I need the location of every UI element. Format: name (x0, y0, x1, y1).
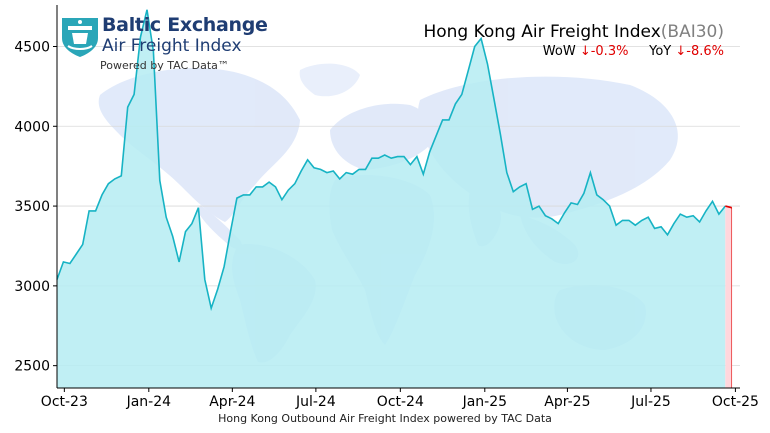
x-tick-label: Jan-24 (126, 394, 172, 410)
x-tick-label: Oct-23 (41, 394, 88, 410)
x-tick-label: Jul-25 (630, 394, 671, 410)
latest-line (725, 205, 732, 209)
map-europe (330, 103, 434, 170)
x-tick-label: Oct-25 (712, 394, 759, 410)
yoy-value: ↓-8.6% (675, 44, 724, 59)
x-axis-ticks: Oct-23 Jan-24 Apr-24 Jul-24 Oct-24 Jan-25 Apr-… (41, 388, 759, 410)
x-tick-label: Oct-24 (377, 394, 424, 410)
brand-logo: Baltic Exchange Air Freight Index Powere… (60, 14, 268, 76)
y-tick-label: 4500 (14, 39, 50, 55)
y-tick-label: 4000 (14, 119, 50, 135)
area-fill-path (57, 9, 726, 389)
change-stats: WoW ↓-0.3% YoY ↓-8.6% (543, 44, 724, 59)
series-line (56, 9, 726, 312)
x-tick-label: Apr-25 (544, 394, 590, 410)
latest-fill (725, 206, 732, 388)
series-line-path (56, 9, 726, 312)
map-greenland (299, 63, 360, 97)
x-tick-label: Jul-24 (295, 394, 336, 410)
brand-powered-by: Powered by TAC Data™ (100, 59, 229, 72)
baltic-exchange-shield-logo (62, 18, 98, 57)
index-code: (BAI30) (660, 22, 724, 42)
brand-name: Baltic Exchange (102, 14, 268, 36)
brand-subtitle: Air Freight Index (102, 36, 242, 56)
chart-title-text: Hong Kong Air Freight Index (423, 22, 661, 42)
y-tick-label: 3500 (14, 199, 50, 215)
y-tick-label: 3000 (14, 279, 50, 295)
y-tick-label: 2500 (14, 359, 50, 375)
wow-label: WoW (542, 44, 576, 59)
x-tick-label: Jan-25 (462, 394, 507, 410)
latest-segment (725, 205, 733, 388)
y-axis-ticks: 2500 3000 3500 4000 4500 (14, 39, 57, 375)
x-axis-label: Hong Kong Outbound Air Freight Index pow… (218, 412, 552, 425)
yoy-label: YoY (649, 44, 672, 59)
x-tick-label: Apr-24 (209, 394, 255, 410)
area-fill (57, 9, 726, 389)
chart-title: Hong Kong Air Freight Index(BAI30) (423, 22, 724, 42)
axes (56, 5, 740, 389)
wow-value: ↓-0.3% (579, 44, 629, 59)
